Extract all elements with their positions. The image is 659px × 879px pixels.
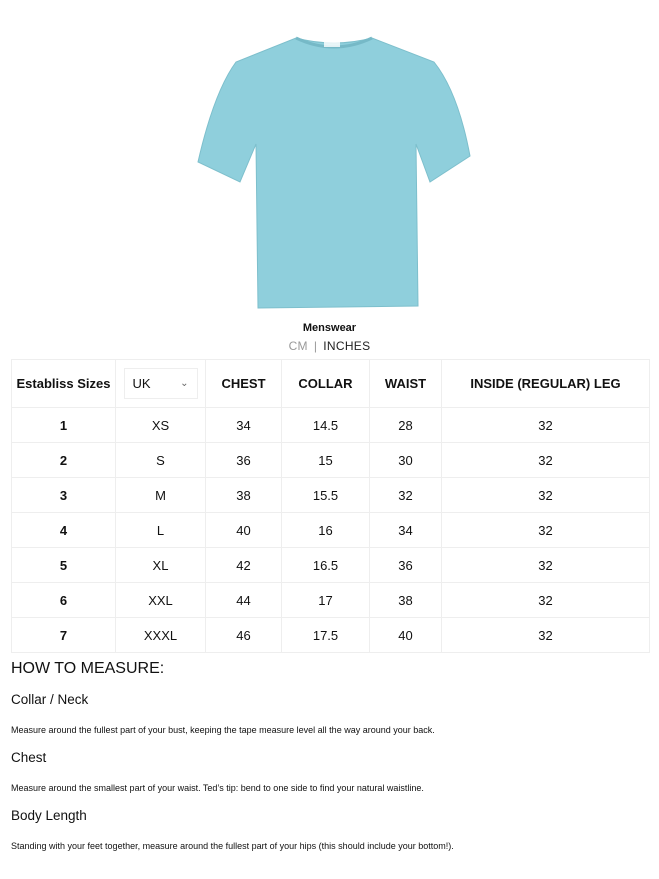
header-chest: CHEST	[205, 359, 282, 408]
table-cell: 40	[205, 512, 282, 548]
table-cell: 46	[205, 617, 282, 653]
table-cell: 44	[205, 582, 282, 618]
table-cell: L	[115, 512, 206, 548]
table-cell: 14.5	[281, 407, 370, 443]
table-cell: 3	[11, 477, 116, 513]
measure-text: Measure around the fullest part of your …	[11, 725, 435, 735]
measure-text: Measure around the smallest part of your…	[11, 783, 424, 793]
how-to-measure-heading: HOW TO MEASURE:	[11, 660, 165, 677]
table-cell: 15	[281, 442, 370, 478]
unit-cm[interactable]: CM	[288, 339, 308, 353]
table-cell: 28	[369, 407, 442, 443]
table-cell: 32	[441, 512, 650, 548]
table-row: 5 XL 42 16.5 36 32	[11, 547, 650, 583]
table-cell: 16	[281, 512, 370, 548]
tshirt-image	[197, 36, 471, 309]
measure-title: Collar / Neck	[11, 692, 89, 707]
table-cell: 34	[205, 407, 282, 443]
table-header: Establiss Sizes UK ⌄ CHEST COLLAR WAIST I…	[11, 359, 650, 408]
table-cell: 2	[11, 442, 116, 478]
table-cell: 32	[369, 477, 442, 513]
table-cell: 32	[441, 442, 650, 478]
unit-separator: |	[313, 339, 318, 353]
table-row: 3 M 38 15.5 32 32	[11, 477, 650, 513]
size-table: Establiss Sizes UK ⌄ CHEST COLLAR WAIST I…	[11, 359, 650, 653]
table-row: 6 XXL 44 17 38 32	[11, 582, 650, 618]
table-cell: XL	[115, 547, 206, 583]
header-region: UK ⌄	[115, 359, 206, 408]
table-cell: 15.5	[281, 477, 370, 513]
measure-text: Standing with your feet together, measur…	[11, 841, 454, 851]
table-row: 2 S 36 15 30 32	[11, 442, 650, 478]
table-cell: 32	[441, 477, 650, 513]
table-cell: XXL	[115, 582, 206, 618]
table-cell: 42	[205, 547, 282, 583]
table-cell: XS	[115, 407, 206, 443]
header-inside-leg: INSIDE (REGULAR) LEG	[441, 359, 650, 408]
table-cell: 34	[369, 512, 442, 548]
table-cell: 5	[11, 547, 116, 583]
table-cell: 32	[441, 582, 650, 618]
chevron-down-icon: ⌄	[180, 378, 189, 389]
region-value: UK	[132, 376, 151, 391]
unit-inches[interactable]: INCHES	[323, 339, 371, 353]
table-row: 1 XS 34 14.5 28 32	[11, 407, 650, 443]
unit-toggle: CM | INCHES	[0, 339, 659, 353]
table-cell: 1	[11, 407, 116, 443]
region-select[interactable]: UK ⌄	[123, 368, 198, 399]
table-row: 4 L 40 16 34 32	[11, 512, 650, 548]
table-cell: 4	[11, 512, 116, 548]
table-cell: 30	[369, 442, 442, 478]
table-cell: 38	[369, 582, 442, 618]
table-cell: 32	[441, 547, 650, 583]
table-cell: 40	[369, 617, 442, 653]
table-row: 7 XXXL 46 17.5 40 32	[11, 617, 650, 653]
table-cell: 16.5	[281, 547, 370, 583]
table-cell: 36	[205, 442, 282, 478]
table-cell: XXXL	[115, 617, 206, 653]
table-cell: 7	[11, 617, 116, 653]
header-sizes: Establiss Sizes	[11, 359, 116, 408]
table-cell: 38	[205, 477, 282, 513]
measure-title: Chest	[11, 750, 47, 765]
header-waist: WAIST	[369, 359, 442, 408]
table-cell: S	[115, 442, 206, 478]
measure-title: Body Length	[11, 808, 87, 823]
table-cell: 36	[369, 547, 442, 583]
table-cell: 17.5	[281, 617, 370, 653]
table-cell: 17	[281, 582, 370, 618]
table-cell: 32	[441, 617, 650, 653]
table-cell: 32	[441, 407, 650, 443]
section-title: Menswear	[302, 322, 357, 334]
table-cell: M	[115, 477, 206, 513]
table-cell: 6	[11, 582, 116, 618]
header-collar: COLLAR	[281, 359, 370, 408]
